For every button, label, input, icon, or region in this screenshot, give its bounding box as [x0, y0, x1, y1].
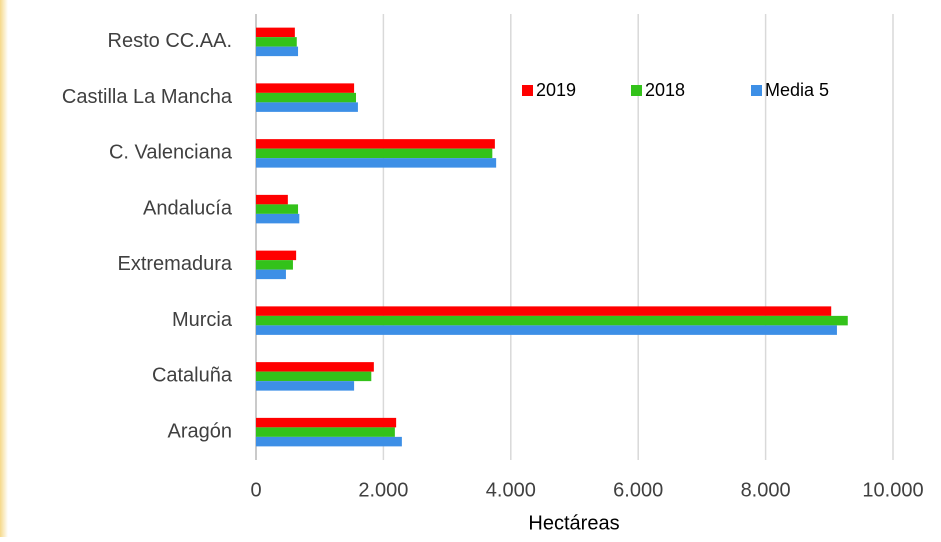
bar — [256, 250, 297, 261]
bar — [256, 269, 286, 280]
x-tick-label: 4.000 — [486, 479, 536, 501]
bar — [256, 27, 295, 38]
bar — [256, 436, 402, 447]
y-tick-label: Resto CC.AA. — [108, 30, 232, 52]
bar — [256, 213, 300, 224]
bar — [256, 204, 299, 214]
bar — [256, 417, 397, 428]
bar — [256, 92, 357, 103]
y-tick-label: Cataluña — [152, 365, 233, 387]
y-tick-label: Castilla La Mancha — [62, 86, 233, 108]
bar — [256, 362, 374, 372]
legend-label: 2018 — [645, 80, 685, 100]
bar — [256, 194, 288, 205]
bar — [256, 37, 297, 47]
bar — [256, 46, 299, 57]
side-stripe — [0, 0, 8, 537]
y-tick-label: Murcia — [172, 309, 233, 331]
bar — [256, 260, 293, 270]
legend-swatch — [631, 85, 642, 96]
bar — [256, 102, 358, 112]
bar — [256, 139, 495, 149]
bar — [256, 325, 837, 335]
x-tick-label: 8.000 — [741, 479, 791, 501]
y-tick-label: Extremadura — [118, 253, 233, 275]
legend-swatch — [522, 85, 533, 96]
y-tick-label: Aragón — [168, 420, 233, 442]
x-tick-label: 2.000 — [358, 479, 408, 501]
x-tick-label: 0 — [250, 479, 261, 501]
bar — [256, 381, 355, 391]
bar — [256, 371, 372, 382]
bar — [256, 306, 832, 316]
legend-label: 2019 — [536, 80, 576, 100]
bar — [256, 315, 848, 326]
legend-swatch — [751, 85, 762, 96]
bar — [256, 158, 497, 168]
bar — [256, 83, 355, 93]
bar — [256, 427, 395, 437]
y-tick-label: C. Valenciana — [109, 142, 233, 164]
y-tick-label: Andalucía — [143, 197, 233, 219]
legend-label: Media 5 — [765, 80, 829, 100]
x-tick-label: 6.000 — [613, 479, 663, 501]
x-tick-label: 10.000 — [862, 479, 923, 501]
bar — [256, 148, 493, 159]
x-axis-title: Hectáreas — [528, 512, 619, 534]
